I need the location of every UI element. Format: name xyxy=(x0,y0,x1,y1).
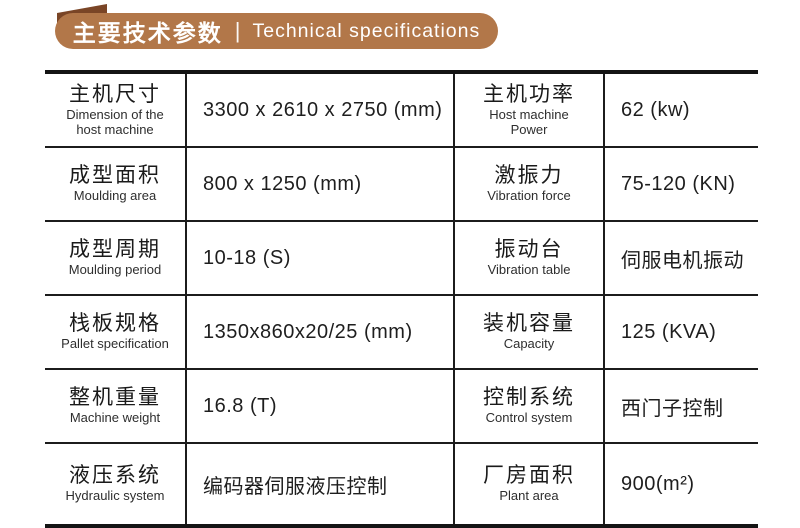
spec-value-host-dimension: 3300 x 2610 x 2750 (mm) xyxy=(187,74,455,146)
table-row: 液压系统 Hydraulic system 编码器伺服液压控制 厂房面积 Pla… xyxy=(45,444,758,524)
label-chinese: 振动台 xyxy=(494,238,564,262)
spec-value-vibration-force: 75-120 (KN) xyxy=(621,172,736,195)
label-english: Hydraulic system xyxy=(65,488,165,504)
spec-value-plant-area: 900(m²) xyxy=(621,472,695,495)
spec-value-machine-weight: 16.8 (T) xyxy=(187,370,455,442)
spec-value-vibration-table: 伺服电机振动 xyxy=(621,249,744,272)
spec-label-plant-area: 厂房面积 Plant area xyxy=(455,444,605,524)
table-row: 栈板规格 Pallet specification 1350x860x20/25… xyxy=(45,296,758,370)
spec-label-capacity: 装机容量 Capacity xyxy=(455,296,605,368)
spec-value-pallet-specification: 1350x860x20/25 (mm) xyxy=(187,296,455,368)
spec-value-control-system: 西门子控制 xyxy=(621,397,724,420)
spec-value-hydraulic-system: 编码器伺服液压控制 xyxy=(187,444,455,524)
spec-label-hydraulic-system: 液压系统 Hydraulic system xyxy=(45,444,187,524)
label-chinese: 激振力 xyxy=(494,164,564,188)
label-english: Dimension of the host machine xyxy=(66,107,164,137)
label-chinese: 液压系统 xyxy=(69,464,161,488)
label-english: Machine weight xyxy=(69,410,161,426)
spec-label-pallet-specification: 栈板规格 Pallet specification xyxy=(45,296,187,368)
label-chinese: 成型面积 xyxy=(69,164,161,188)
label-chinese: 整机重量 xyxy=(69,386,161,410)
label-english: Moulding area xyxy=(73,188,157,204)
spec-value-host-power: 62 (kw) xyxy=(621,98,691,121)
label-english: Moulding period xyxy=(68,262,162,278)
spec-label-vibration-force: 激振力 Vibration force xyxy=(455,148,605,220)
table-row: 整机重量 Machine weight 16.8 (T) 控制系统 Contro… xyxy=(45,370,758,444)
spec-value-capacity: 125 (KVA) xyxy=(621,320,717,343)
spec-label-vibration-table: 振动台 Vibration table xyxy=(455,222,605,294)
header-title-english: Technical specifications xyxy=(252,19,481,42)
table-row: 主机尺寸 Dimension of the host machine 3300 … xyxy=(45,74,758,148)
table-row: 成型周期 Moulding period 10-18 (S) 振动台 Vibra… xyxy=(45,222,758,296)
section-header-pill: 主要技术参数 | Technical specifications xyxy=(55,13,498,49)
header-title-chinese: 主要技术参数 xyxy=(72,20,223,46)
table-row: 成型面积 Moulding area 800 x 1250 (mm) 激振力 V… xyxy=(45,148,758,222)
label-english: Capacity xyxy=(503,336,555,352)
label-chinese: 主机尺寸 xyxy=(69,83,161,107)
label-chinese: 厂房面积 xyxy=(483,464,575,488)
label-english: Plant area xyxy=(499,488,559,504)
label-english: Vibration table xyxy=(487,262,571,278)
spec-label-moulding-area: 成型面积 Moulding area xyxy=(45,148,187,220)
spec-label-moulding-period: 成型周期 Moulding period xyxy=(45,222,187,294)
header-divider: | xyxy=(234,18,241,43)
label-chinese: 装机容量 xyxy=(483,312,575,336)
label-chinese: 成型周期 xyxy=(69,238,161,262)
label-chinese: 主机功率 xyxy=(483,83,575,107)
spec-label-host-dimension: 主机尺寸 Dimension of the host machine xyxy=(45,74,187,146)
label-english: Vibration force xyxy=(487,188,571,204)
label-english: Pallet specification xyxy=(61,336,169,352)
spec-label-control-system: 控制系统 Control system xyxy=(455,370,605,442)
label-chinese: 栈板规格 xyxy=(69,312,161,336)
spec-value-moulding-area: 800 x 1250 (mm) xyxy=(187,148,455,220)
spec-label-host-power: 主机功率 Host machine Power xyxy=(455,74,605,146)
label-chinese: 控制系统 xyxy=(483,386,575,410)
label-english: Host machine Power xyxy=(489,107,569,137)
spec-label-machine-weight: 整机重量 Machine weight xyxy=(45,370,187,442)
label-english: Control system xyxy=(485,410,573,426)
technical-specifications-table: 主机尺寸 Dimension of the host machine 3300 … xyxy=(45,70,758,528)
spec-value-moulding-period: 10-18 (S) xyxy=(187,222,455,294)
